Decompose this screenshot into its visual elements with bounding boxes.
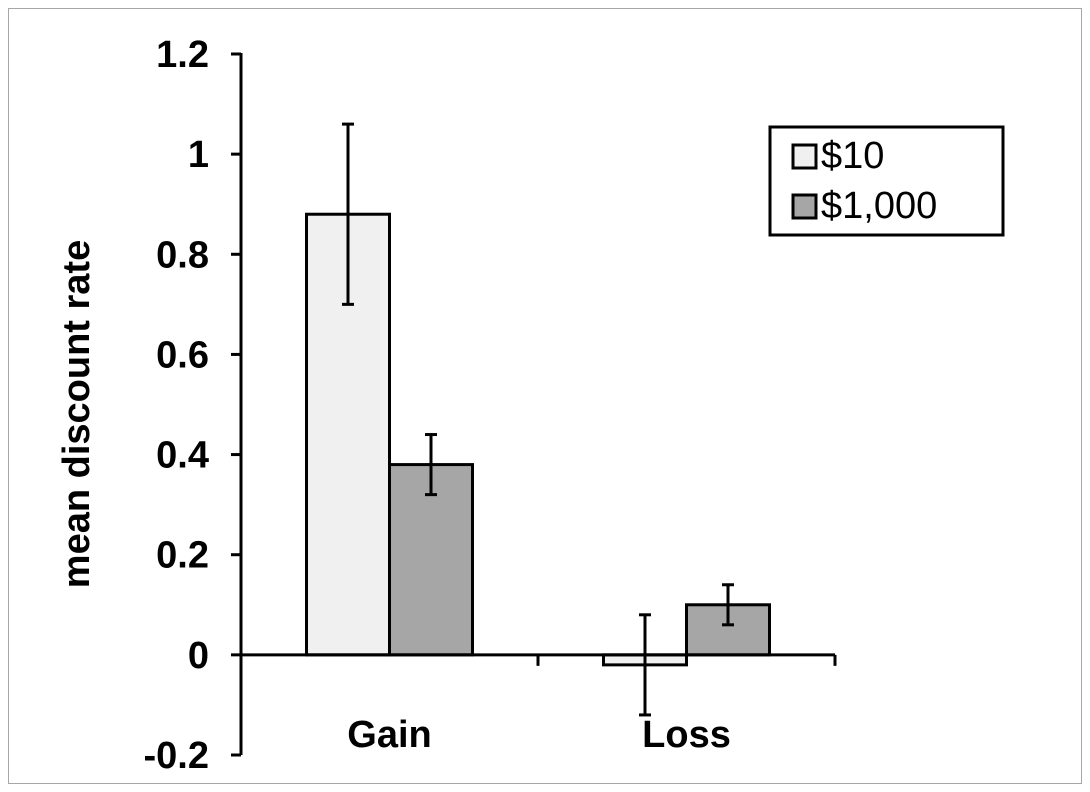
y-tick-label: -0.2 [144, 735, 209, 777]
y-tick-label: 0.4 [156, 435, 209, 477]
x-category-label: Gain [347, 714, 431, 756]
y-tick-label: 0.6 [156, 334, 209, 376]
y-tick-label: 1.2 [156, 34, 209, 76]
y-tick-label: 0.2 [156, 535, 209, 577]
y-tick-label: 1 [188, 134, 209, 176]
legend-swatch [791, 143, 818, 170]
chart-frame: -0.2 0 0.2 0.4 0.6 0.8 1 1.2 Gain Loss mean disco… [8, 8, 1082, 784]
y-tick-label: 0.8 [156, 234, 209, 276]
x-category-label: Loss [642, 714, 731, 756]
error-bars-layer [342, 122, 734, 717]
legend-label: $10 [821, 135, 884, 177]
axes-layer [231, 52, 837, 757]
labels-layer: -0.2 0 0.2 0.4 0.6 0.8 1 1.2 Gain Loss [144, 34, 731, 777]
bars-layer [305, 212, 771, 667]
legend: $10 $1,000 [768, 125, 1005, 237]
legend-swatch [791, 193, 818, 220]
bar-chart: -0.2 0 0.2 0.4 0.6 0.8 1 1.2 Gain Loss mean disco… [56, 34, 1005, 777]
y-axis-title: mean discount rate [56, 240, 98, 588]
bar-gain-series-1 [388, 463, 474, 657]
legend-label: $1,000 [821, 185, 937, 227]
y-tick-label: 0 [188, 635, 209, 677]
